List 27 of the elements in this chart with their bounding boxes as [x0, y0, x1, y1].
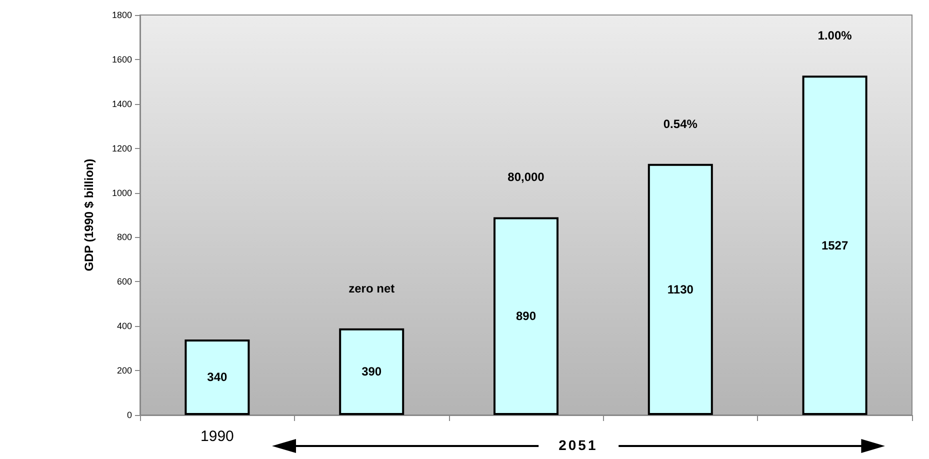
annotation: 1.00% [818, 28, 852, 43]
bar [494, 217, 558, 415]
y-tick-label: 600 [116, 276, 132, 287]
y-axis-title: GDP (1990 $ billion) [82, 158, 96, 272]
annotation: 0.54% [663, 116, 698, 131]
y-tick-label: 1400 [112, 98, 132, 109]
x-tick-label: 1990 [200, 428, 234, 445]
text: 2051 [558, 437, 599, 453]
bar [184, 339, 250, 415]
bar [802, 76, 868, 415]
y-tick-label: 1000 [112, 188, 132, 198]
annotation: zero net [348, 281, 395, 296]
data-label: 1130 [667, 282, 694, 296]
bar [648, 164, 713, 415]
bar [339, 328, 404, 415]
y-tick-label: 1200 [112, 143, 132, 154]
y-tick-label: 200 [116, 366, 132, 376]
data-label: 1527 [821, 238, 848, 252]
y-tick-label: 400 [116, 321, 132, 332]
annotation: 80,000 [508, 170, 545, 184]
data-label: 890 [516, 309, 536, 324]
y-tick-label: 800 [116, 232, 132, 242]
data-label: 390 [362, 364, 382, 379]
y-tick-label: 1600 [112, 54, 132, 64]
y-tick-label: 1800 [112, 10, 132, 20]
y-tick-label: 0 [126, 410, 132, 420]
data-label: 340 [207, 370, 228, 384]
